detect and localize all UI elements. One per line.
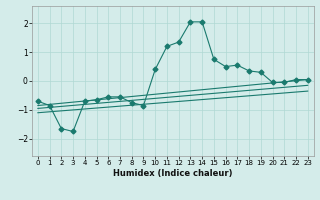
X-axis label: Humidex (Indice chaleur): Humidex (Indice chaleur) xyxy=(113,169,233,178)
